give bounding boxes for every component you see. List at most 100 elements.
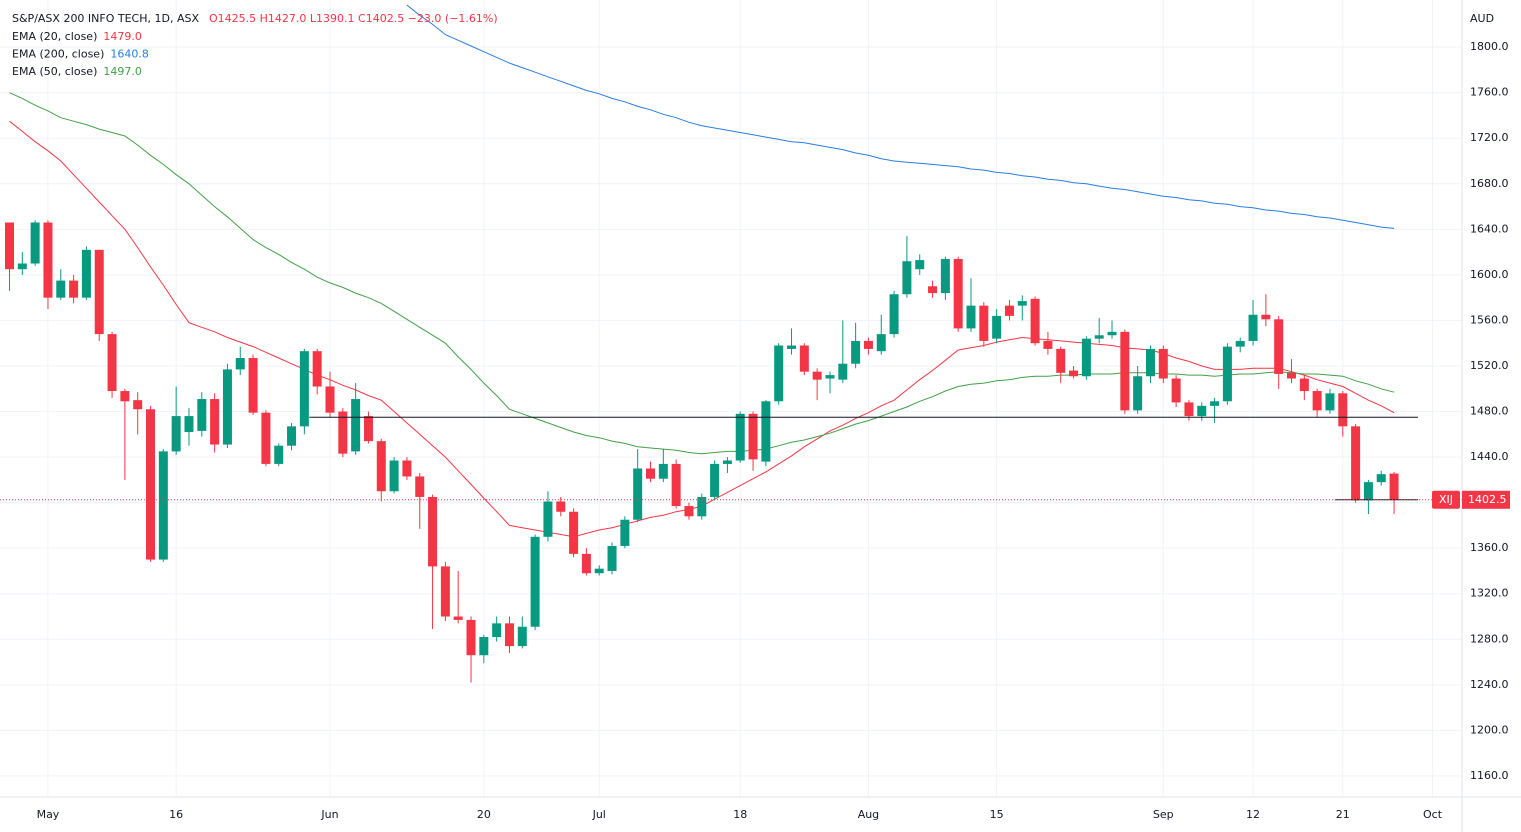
- y-tick-label: 1280.0: [1470, 632, 1509, 645]
- x-tick-label: Sep: [1153, 808, 1174, 821]
- candle-body: [658, 463, 668, 479]
- candle-body: [1056, 348, 1066, 373]
- x-tick-label: Jun: [320, 808, 338, 821]
- candle-body: [812, 371, 822, 380]
- candle-body: [428, 496, 438, 567]
- candle-body: [94, 249, 104, 335]
- candle-body: [1248, 314, 1258, 341]
- candle-body: [312, 351, 322, 387]
- candle-body: [402, 460, 412, 477]
- candle-body: [902, 261, 912, 295]
- y-tick-label: 1560.0: [1470, 313, 1509, 326]
- candle-body: [748, 413, 758, 460]
- candle-body: [876, 334, 886, 352]
- candle-body: [1222, 346, 1232, 402]
- x-tick-label: 15: [990, 808, 1004, 821]
- candle-body: [966, 305, 976, 329]
- candle-body: [466, 619, 476, 656]
- candle-body: [1081, 338, 1091, 377]
- y-tick-label: 1200.0: [1470, 723, 1509, 736]
- candle-body: [389, 460, 399, 492]
- candle-body: [107, 334, 117, 392]
- candle-body: [261, 412, 271, 464]
- candle-body: [722, 460, 732, 464]
- x-tick-label: 20: [477, 808, 491, 821]
- candle-body: [1274, 319, 1284, 374]
- price-label: 1402.5: [1468, 493, 1507, 506]
- candle-body: [735, 413, 745, 461]
- candle-body: [646, 468, 655, 479]
- candle-body: [1197, 405, 1207, 417]
- candle-body: [184, 416, 194, 433]
- candle-body: [120, 391, 130, 402]
- candle-body: [1171, 378, 1181, 403]
- legend: EMA (20, close) 1479.0 EMA (200, close) 164…: [12, 30, 149, 78]
- candle-body: [1145, 348, 1155, 377]
- candle-body: [325, 386, 335, 413]
- x-tick-label: Jul: [592, 808, 606, 821]
- candle-body: [69, 280, 79, 298]
- grid: [0, 0, 1462, 797]
- candle-body: [838, 363, 848, 380]
- candle-body: [146, 409, 156, 560]
- candle-body: [979, 305, 989, 341]
- candle-body: [1376, 474, 1386, 483]
- y-tick-label: 1680.0: [1470, 177, 1509, 190]
- candle-body: [1030, 298, 1040, 344]
- candle-body: [517, 626, 527, 647]
- x-tick-label: 21: [1336, 808, 1350, 821]
- candle-body: [633, 468, 643, 520]
- currency-label: AUD: [1470, 12, 1494, 25]
- x-tick-label: 16: [169, 808, 183, 821]
- candle-body: [1133, 376, 1143, 411]
- ema-line: [406, 4, 1395, 229]
- candle-body: [1363, 482, 1373, 501]
- y-tick-label: 1320.0: [1470, 587, 1509, 600]
- legend-name: EMA (200, close): [12, 48, 104, 61]
- candle-body: [479, 637, 489, 656]
- candle-body: [825, 375, 835, 379]
- candle-body: [363, 416, 373, 442]
- candle-body: [556, 501, 566, 512]
- candle-body: [1158, 348, 1168, 379]
- legend-value: 1479.0: [103, 30, 142, 43]
- candle-body: [581, 553, 591, 574]
- y-tick-label: 1440.0: [1470, 450, 1509, 463]
- candle-body: [928, 286, 938, 294]
- candle-body: [710, 463, 720, 497]
- candle-body: [1043, 340, 1053, 349]
- chart-title: S&P/ASX 200 INFO TECH, 1D, ASX: [12, 12, 199, 25]
- candle-body: [940, 258, 950, 294]
- legend-name: EMA (50, close): [12, 65, 97, 78]
- candle-body: [81, 249, 91, 298]
- candle-body: [594, 568, 604, 574]
- candle-body: [697, 496, 707, 517]
- candle-body: [543, 501, 553, 537]
- candle-body: [953, 258, 963, 329]
- candle-body: [1094, 335, 1104, 339]
- candle-body: [158, 451, 168, 560]
- candle-body: [671, 463, 681, 507]
- y-tick-label: 1600.0: [1470, 268, 1509, 281]
- ohlc-readout: O1425.5 H1427.0 L1390.1 C1402.5 −23.0 (−…: [209, 12, 498, 25]
- price-badge: [1462, 490, 1510, 509]
- candle-body: [774, 345, 784, 402]
- candle-body: [248, 358, 258, 413]
- candle-body: [1351, 426, 1361, 501]
- candle-body: [607, 545, 617, 571]
- candle-body: [787, 345, 797, 349]
- candle-body: [1287, 372, 1296, 379]
- axes: 1160.01200.01240.01280.01320.01360.01400…: [37, 40, 1509, 821]
- legend-value: 1640.8: [110, 48, 149, 61]
- y-tick-label: 1480.0: [1470, 405, 1509, 418]
- candle-body: [235, 358, 245, 370]
- candle-body: [620, 519, 630, 546]
- y-tick-label: 1760.0: [1470, 86, 1509, 99]
- candle-body: [1338, 393, 1348, 427]
- candle-body: [863, 340, 873, 349]
- candle-body: [1299, 378, 1309, 392]
- candle-body: [1210, 401, 1220, 406]
- candle-body: [992, 315, 1002, 339]
